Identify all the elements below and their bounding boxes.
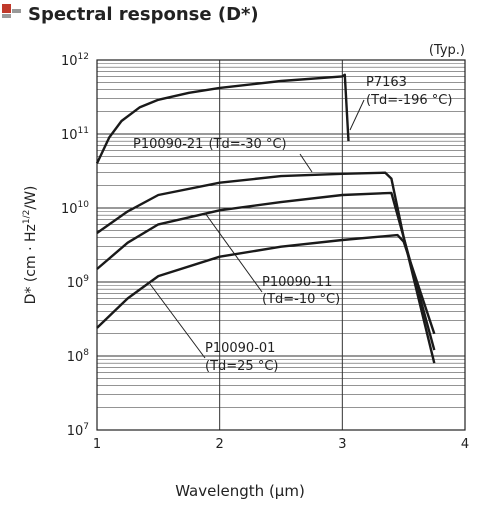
y-label-text: D* (cm · Hz (23, 224, 39, 304)
series-name: P10090-21 (133, 137, 203, 152)
y-tick-label: 108 (67, 348, 90, 365)
title-icon (12, 9, 21, 13)
leader-line (204, 212, 263, 293)
note: (Typ.) (429, 43, 465, 58)
x-tick-label: 1 (93, 437, 101, 452)
y-tick-label: 1012 (61, 52, 89, 69)
title-icon (2, 4, 11, 13)
y-tick-base: 10 (61, 54, 78, 69)
y-tick-exp: 11 (78, 126, 89, 136)
series-name: P7163 (366, 75, 407, 90)
series-label: P10090-21 (Td=-30 °C) (133, 137, 287, 152)
series-condition: (Td=25 °C) (205, 359, 278, 374)
series-condition: (Td=-196 °C) (366, 93, 452, 108)
x-tick-label: 4 (461, 437, 469, 452)
series-line (96, 191, 436, 364)
y-label-sup: 1/2 (22, 210, 32, 224)
x-axis-label: Wavelength (μm) (175, 482, 305, 500)
series-line (96, 233, 436, 335)
y-tick-label: 107 (67, 422, 89, 439)
title-icon (2, 14, 11, 18)
leader-line (349, 99, 365, 131)
y-axis-label: D* (cm · Hz1/2/W) (22, 186, 39, 305)
series-line (96, 171, 436, 351)
y-tick-label: 1010 (61, 200, 89, 217)
y-tick-label: 109 (67, 274, 90, 291)
y-tick-base: 10 (67, 350, 84, 365)
y-tick-exp: 8 (83, 348, 89, 358)
leader-line (299, 153, 313, 173)
series-condition: (Td=-30 °C) (208, 137, 286, 152)
y-tick-base: 10 (61, 202, 78, 217)
y-tick-exp: 7 (83, 422, 89, 432)
leader-line (149, 283, 206, 359)
plot-frame (96, 59, 466, 431)
x-tick-label: 3 (338, 437, 346, 452)
y-tick-base: 10 (61, 128, 78, 143)
y-tick-label: 1011 (61, 126, 89, 143)
series-name: P10090-01 (205, 341, 275, 356)
x-tick-label: 2 (216, 437, 224, 452)
y-label-tail: /W) (23, 186, 39, 210)
y-tick-base: 10 (67, 424, 84, 439)
series-line (95, 73, 350, 164)
y-tick-base: 10 (67, 276, 84, 291)
y-tick-exp: 9 (83, 274, 89, 284)
y-tick-exp: 12 (78, 52, 89, 62)
series-condition: (Td=-10 °C) (262, 292, 340, 307)
chart-title: Spectral response (D*) (28, 4, 259, 25)
series-name: P10090-11 (262, 275, 332, 290)
y-tick-exp: 10 (78, 200, 90, 210)
